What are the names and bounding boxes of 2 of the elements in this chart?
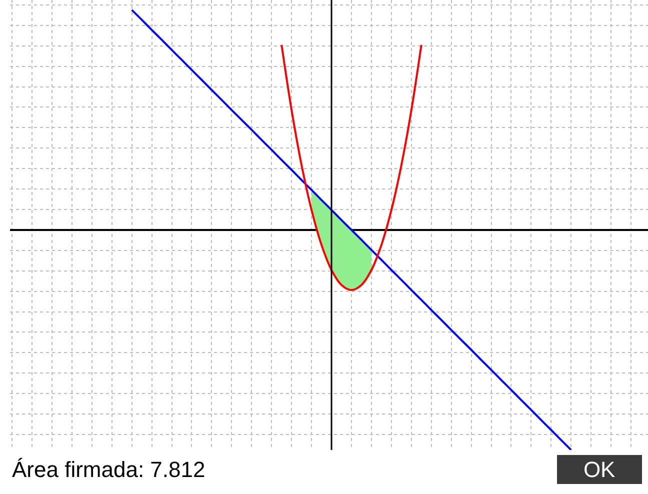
text: Área firmada: 7.812 — [12, 457, 206, 482]
text: OK — [559, 457, 640, 482]
